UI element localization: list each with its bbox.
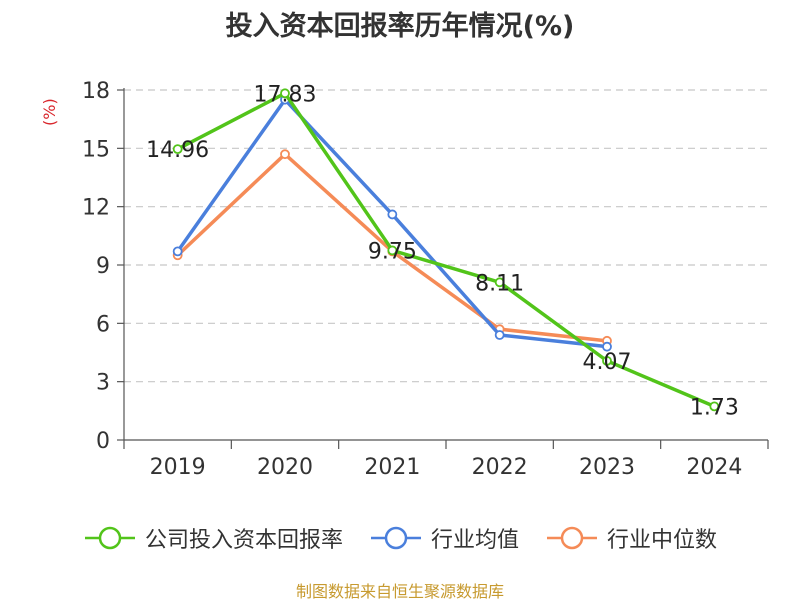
series-line-0 — [176, 91, 716, 408]
data-label: 14.96 — [146, 138, 209, 163]
data-label: 1.73 — [690, 395, 739, 420]
data-point — [280, 149, 290, 160]
x-tick-label: 2020 — [257, 455, 313, 480]
series-line-1 — [176, 97, 608, 349]
data-label: 8.11 — [475, 271, 524, 296]
data-point — [494, 277, 505, 288]
legend-item: 行业均值 — [369, 522, 519, 554]
y-tick-label: 18 — [82, 79, 110, 104]
legend-label: 公司投入资本回报率 — [144, 528, 343, 553]
legend-item: 行业中位数 — [545, 522, 717, 554]
x-tick-label: 2024 — [686, 455, 742, 480]
legend-item: 公司投入资本回报率 — [83, 522, 343, 554]
y-tick-label: 12 — [82, 196, 110, 221]
y-tick-label: 6 — [96, 312, 110, 337]
x-tick-label: 2023 — [579, 455, 635, 480]
chart-title: 投入资本回报率历年情况(%) — [225, 11, 575, 42]
y-tick-label: 3 — [96, 371, 110, 396]
data-label: 17.83 — [254, 82, 317, 107]
y-tick-label: 0 — [96, 429, 110, 454]
data-point — [172, 246, 183, 257]
y-tick-label: 15 — [82, 137, 110, 162]
legend-label: 行业中位数 — [607, 528, 718, 553]
data-point — [172, 144, 183, 155]
data-point — [387, 245, 398, 256]
data-point — [387, 209, 398, 220]
legend-swatch — [84, 526, 135, 550]
data-point — [602, 355, 612, 366]
x-tick-label: 2019 — [150, 455, 206, 480]
data-label: 9.75 — [368, 239, 417, 264]
data-point — [709, 401, 720, 412]
data-label: 4.07 — [583, 350, 632, 375]
data-point — [280, 88, 290, 99]
legend-swatch — [547, 526, 597, 550]
data-source-note: 制图数据来自恒生聚源数据库 — [295, 582, 504, 601]
chart-legend: 公司投入资本回报率 行业均值 行业中位数 — [0, 518, 800, 558]
data-point — [494, 330, 505, 340]
x-tick-label: 2022 — [472, 455, 528, 480]
legend-swatch — [370, 526, 421, 550]
x-tick-label: 2021 — [364, 455, 420, 480]
data-point — [602, 341, 612, 352]
legend-label: 行业均值 — [430, 528, 519, 553]
y-tick-label: 9 — [96, 254, 110, 279]
